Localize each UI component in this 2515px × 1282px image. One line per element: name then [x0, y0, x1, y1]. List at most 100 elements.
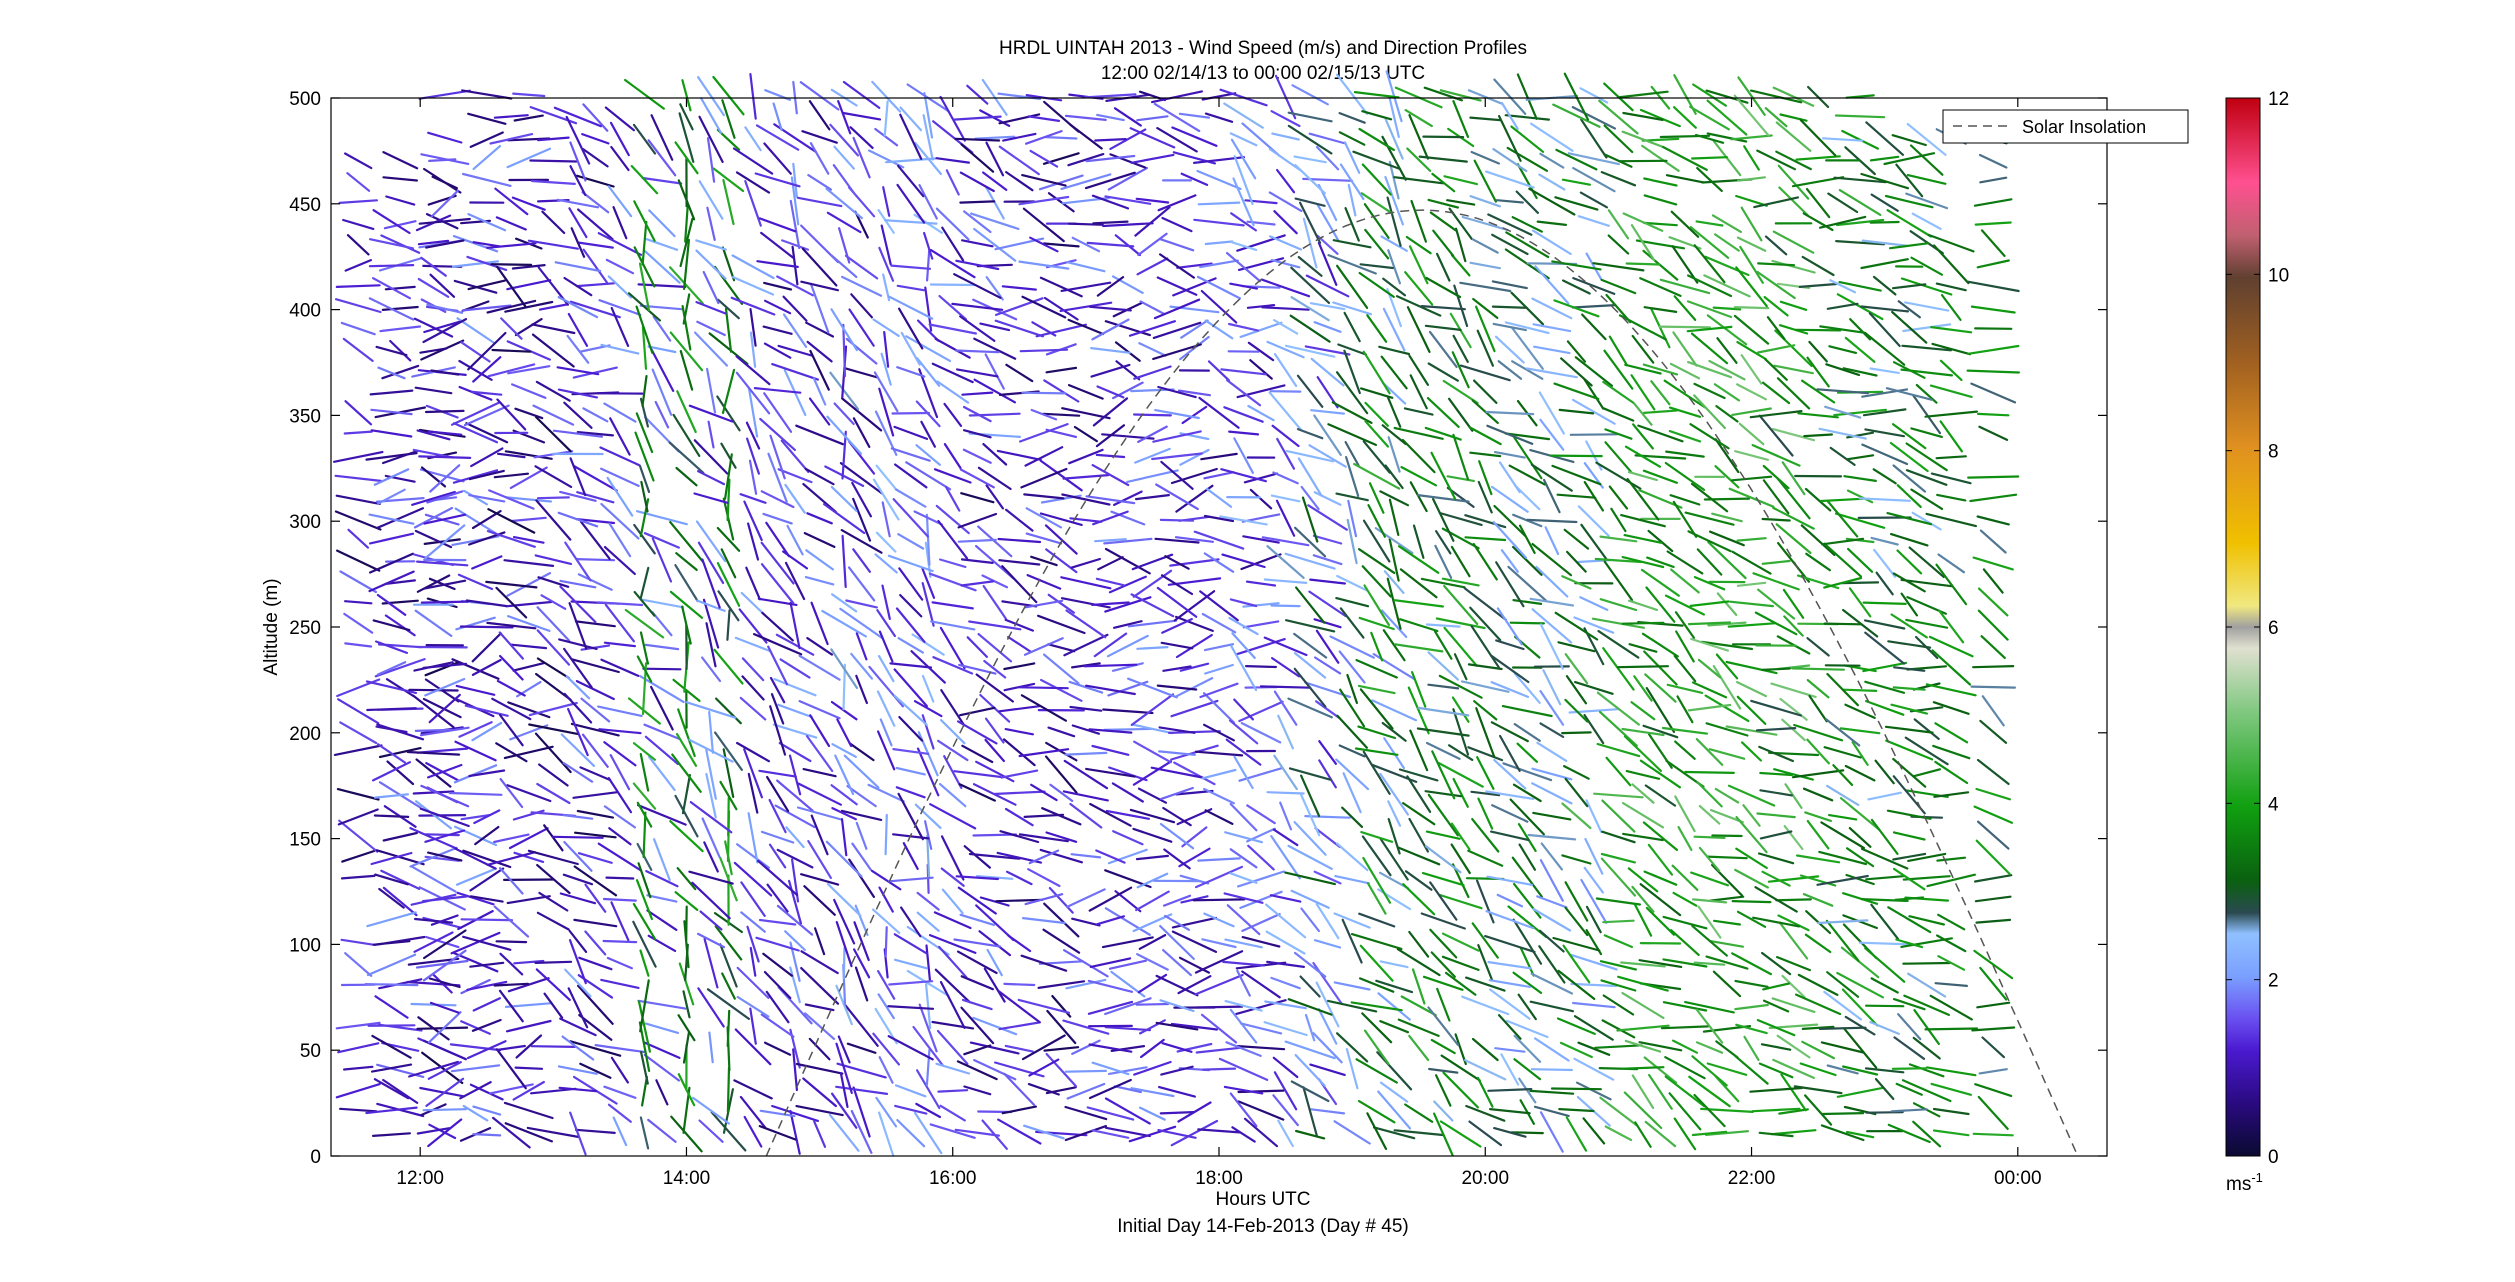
wind-vector	[419, 1086, 466, 1098]
wind-vector	[1154, 409, 1200, 420]
wind-vector	[951, 302, 1004, 311]
wind-vector	[1156, 586, 1198, 618]
wind-vector	[575, 282, 616, 288]
wind-vector	[936, 739, 969, 762]
wind-vector	[1976, 412, 2010, 417]
wind-vector	[1937, 913, 1966, 931]
wind-vector	[1293, 651, 1327, 679]
wind-vector	[1447, 744, 1474, 762]
wind-vector	[1047, 643, 1076, 653]
wind-vector	[582, 103, 609, 132]
wind-vector	[1600, 171, 1637, 187]
wind-vector	[382, 151, 419, 170]
wind-vector	[1539, 623, 1564, 670]
wind-vector	[1345, 1047, 1359, 1090]
wind-vector	[1452, 334, 1469, 363]
wind-vector	[1004, 508, 1034, 532]
wind-vector	[855, 632, 868, 661]
wind-vector	[1511, 545, 1543, 576]
y-tick-label: 100	[289, 935, 321, 956]
wind-vector	[975, 760, 1015, 783]
wind-vector	[496, 679, 526, 697]
wind-vector	[1200, 289, 1238, 324]
wind-vector	[1616, 665, 1670, 669]
wind-vector	[1266, 545, 1305, 579]
wind-vector	[669, 590, 704, 619]
wind-vector	[538, 891, 569, 912]
wind-vector	[882, 273, 891, 302]
wind-vector	[610, 145, 630, 172]
wind-vector	[929, 283, 976, 287]
wind-vector	[1310, 357, 1345, 387]
wind-vector	[1228, 430, 1260, 436]
wind-vector	[1687, 621, 1732, 626]
wind-vector	[943, 443, 962, 470]
wind-vector	[760, 830, 795, 844]
wind-vector	[1563, 72, 1590, 121]
wind-vector	[1694, 133, 1725, 144]
wind-vector	[1892, 867, 1926, 891]
wind-vector	[346, 172, 371, 192]
wind-vector	[1935, 455, 1967, 460]
wind-vector	[1930, 472, 1972, 485]
wind-vector	[1827, 813, 1858, 821]
wind-vector	[494, 187, 529, 216]
wind-vector	[1534, 265, 1570, 305]
wind-vector	[419, 726, 470, 737]
wind-vector	[1565, 550, 1587, 573]
wind-vector	[810, 814, 829, 856]
wind-vector	[1029, 149, 1059, 168]
wind-vector	[1314, 827, 1341, 849]
wind-vector	[1326, 999, 1378, 1013]
wind-vector	[782, 313, 808, 348]
wind-vector	[1195, 1046, 1243, 1054]
wind-vector	[1931, 342, 1972, 356]
wind-vector	[830, 593, 858, 613]
wind-vector	[1358, 616, 1395, 631]
wind-vector	[429, 273, 456, 298]
wind-vector	[1825, 363, 1861, 376]
wind-vector	[1970, 305, 2016, 314]
wind-vector	[609, 121, 630, 157]
wind-vector	[339, 721, 378, 745]
wind-vector	[1666, 683, 1704, 695]
wind-vector	[800, 950, 839, 975]
wind-vector	[1776, 477, 1811, 520]
wind-vector	[417, 1016, 450, 1041]
wind-vector	[1779, 113, 1808, 122]
wind-vector	[1308, 590, 1347, 618]
wind-vector	[926, 834, 931, 880]
wind-vector	[562, 761, 594, 783]
wind-vector	[1823, 622, 1862, 626]
wind-vector	[1620, 961, 1666, 968]
wind-vector	[1714, 438, 1740, 474]
wind-vector	[1179, 874, 1210, 885]
wind-vector	[1869, 220, 1900, 224]
wind-vector	[1113, 1085, 1143, 1094]
wind-vector	[749, 308, 757, 347]
wind-vector	[1643, 177, 1678, 187]
wind-vector	[1420, 912, 1466, 930]
wind-vector	[1599, 535, 1638, 543]
wind-vector	[1925, 512, 1978, 528]
wind-vector	[582, 407, 609, 423]
wind-vector	[1220, 368, 1267, 376]
wind-vector	[513, 114, 544, 122]
wind-vector	[1438, 511, 1483, 527]
wind-vector	[1497, 360, 1523, 380]
wind-vector	[1820, 821, 1866, 850]
wind-vector	[1201, 612, 1237, 634]
wind-vector	[840, 528, 883, 554]
wind-vector	[836, 1062, 887, 1079]
wind-vector	[1736, 341, 1767, 361]
wind-vector	[1194, 865, 1244, 889]
wind-vector	[1639, 277, 1682, 297]
wind-vector	[716, 526, 741, 552]
wind-vector	[414, 917, 454, 924]
wind-vector	[368, 297, 415, 321]
wind-vector	[1409, 481, 1428, 513]
wind-vector	[1533, 1105, 1570, 1118]
wind-vector	[472, 356, 502, 383]
wind-vector	[1884, 194, 1934, 209]
wind-vector	[1022, 207, 1065, 243]
